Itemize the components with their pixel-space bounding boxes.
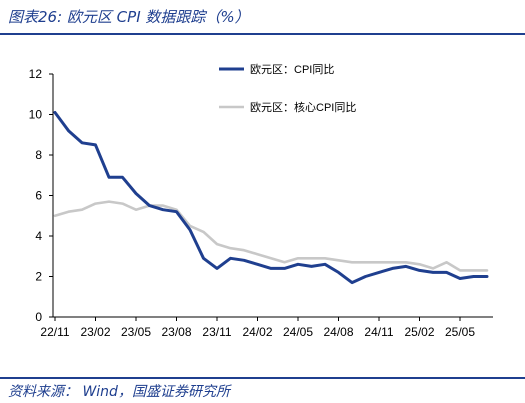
y-tick-label: 10	[29, 108, 43, 122]
x-tick-label: 23/02	[80, 325, 110, 339]
y-axis-ticks: 0 2 4 6 8 10 12	[29, 67, 53, 324]
x-tick-label: 24/02	[242, 325, 272, 339]
plot-area: 0 2 4 6 8 10 12 22/11 23/02 23/05 23/08 23/11 24/02…	[29, 63, 493, 339]
y-tick-label: 6	[35, 189, 42, 203]
x-tick-label: 22/11	[40, 325, 69, 339]
y-tick-label: 4	[35, 229, 42, 243]
legend-label: 欧元区：核心CPI同比	[250, 100, 356, 114]
x-tick-label: 23/11	[202, 325, 231, 339]
series-layer	[53, 111, 489, 285]
x-tick-label: 25/02	[404, 325, 434, 339]
legend-label: 欧元区：CPI同比	[250, 63, 334, 76]
source-note: 资料来源： Wind，国盛证券研究所	[8, 384, 230, 400]
cpi-line-chart: 0 2 4 6 8 10 12 22/11 23/02 23/05 23/08 23/11 24/02…	[29, 63, 493, 339]
title-rule	[0, 33, 525, 35]
series-line-core-cpi	[53, 200, 489, 272]
x-tick-label: 24/08	[323, 325, 353, 339]
x-tick-label: 23/05	[121, 325, 151, 339]
y-tick-label: 8	[35, 148, 42, 162]
x-tick-label: 25/05	[445, 325, 475, 339]
x-tick-label: 23/08	[161, 325, 191, 339]
x-axis-ticks: 22/11 23/02 23/05 23/08 23/11 24/02 24/05 24/08…	[40, 317, 475, 339]
y-tick-label: 12	[29, 67, 43, 81]
x-tick-label: 24/11	[364, 325, 393, 339]
series-line-headline-cpi	[53, 111, 489, 285]
y-tick-label: 2	[35, 270, 42, 284]
source-rule	[0, 377, 525, 379]
x-tick-label: 24/05	[283, 325, 313, 339]
y-tick-label: 0	[35, 310, 42, 324]
figure-title: 图表26: 欧元区 CPI 数据跟踪（%）	[8, 8, 250, 26]
